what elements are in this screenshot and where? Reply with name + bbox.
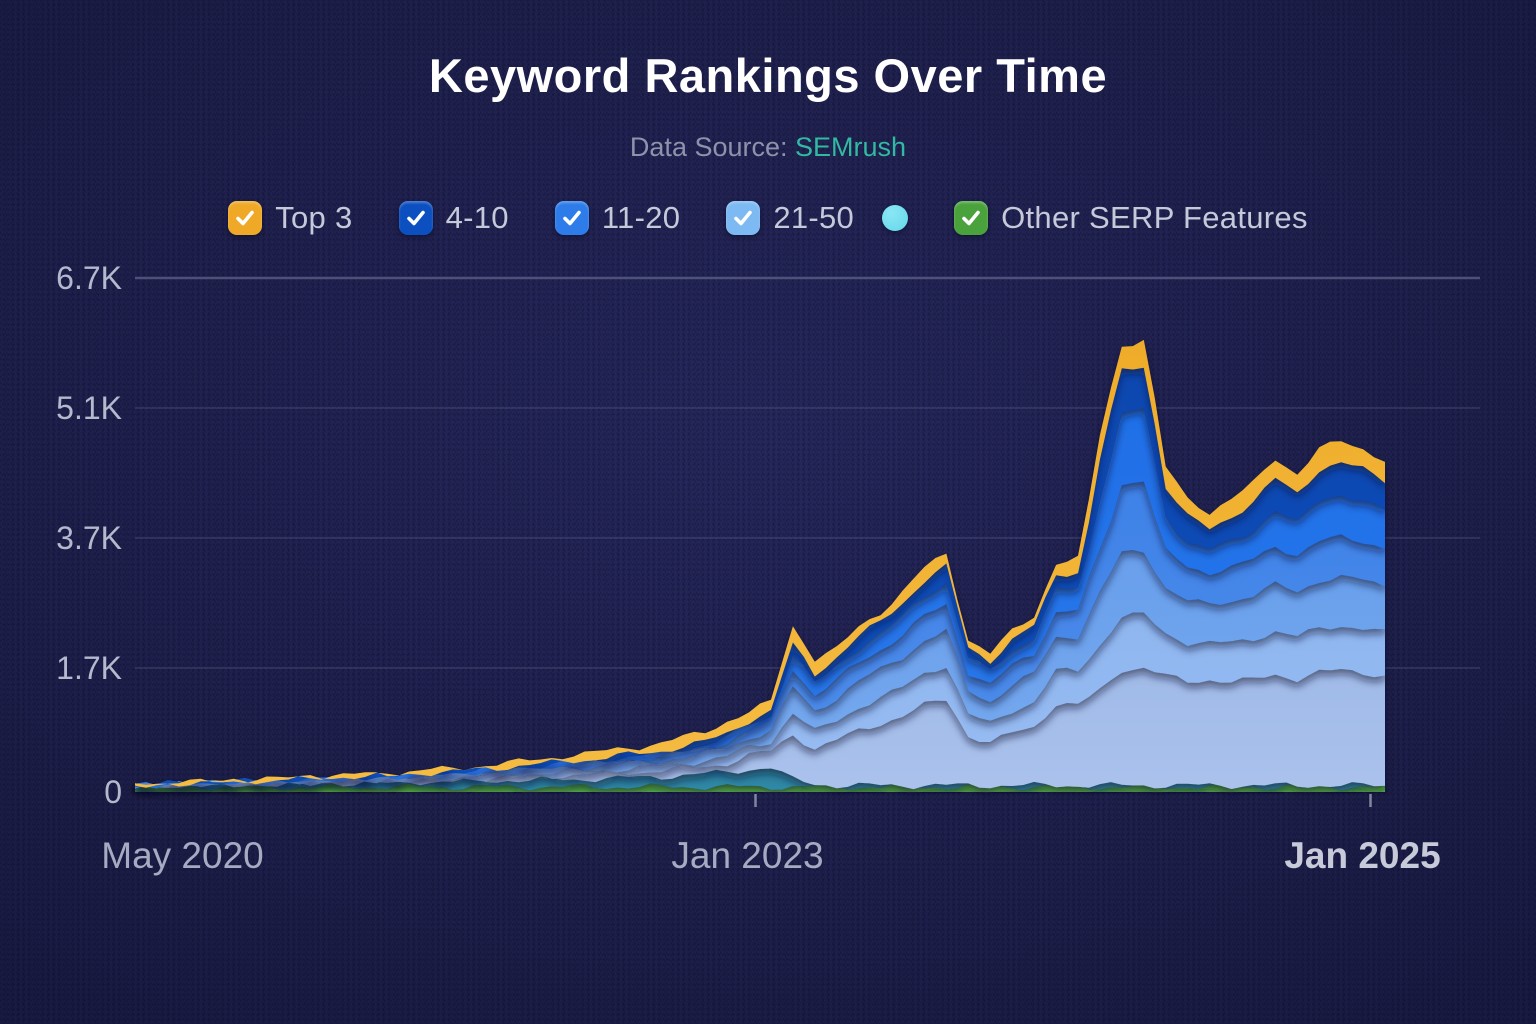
y-axis-tick-label: 3.7K: [56, 520, 122, 556]
x-axis-tick-label: May 2020: [101, 835, 264, 876]
series-band-unlabeled-cyan-series: [135, 768, 1385, 791]
legend-label: Top 3: [275, 200, 353, 235]
series-band-21-50-band-low: [135, 667, 1385, 790]
legend-dot-marker[interactable]: [882, 205, 909, 231]
chart-subtitle: Data Source: SEMrush: [0, 132, 1536, 163]
chart-title: Keyword Rankings Over Time: [428, 49, 1108, 102]
y-axis-tick-label: 5.1K: [56, 390, 122, 426]
legend-item-top-3[interactable]: Top 3: [228, 200, 352, 236]
x-axis-tick-label: Jan 2023: [671, 835, 823, 876]
y-axis-tick-label: 0: [104, 774, 122, 810]
legend-checkbox-icon[interactable]: [954, 201, 989, 235]
series-band-21-50-band-midhigh: [135, 550, 1385, 789]
legend-label: 11-20: [601, 200, 681, 235]
data-source-link[interactable]: SEMrush: [795, 132, 907, 162]
legend: Top 3 4-10 11-20 21-50 Other SERP Features: [0, 200, 1536, 236]
y-axis-tick-label: 6.7K: [56, 260, 122, 296]
legend-checkbox-icon[interactable]: [228, 201, 263, 235]
axis-labels: 0 1.7K 3.7K 5.1K 6.7K May 2020 Jan 2023 Jan 202…: [56, 260, 1441, 876]
area-bands: [135, 339, 1385, 792]
legend-label: 4-10: [445, 200, 509, 235]
x-axis-tick-label: Jan 2025: [1284, 835, 1440, 876]
legend-item-4-10[interactable]: 4-10: [398, 200, 509, 236]
legend-item-other-serp-features[interactable]: Other SERP Features: [954, 200, 1308, 236]
subtitle-prefix: Data Source:: [629, 132, 796, 162]
legend-label: Other SERP Features: [1001, 200, 1308, 235]
legend-item-11-20[interactable]: 11-20: [554, 200, 681, 236]
series-band-21-50-band-high: [135, 481, 1385, 789]
legend-label: 21-50: [773, 200, 855, 235]
legend-item-21-50[interactable]: 21-50: [726, 200, 854, 236]
y-axis-tick-label: 1.7K: [56, 650, 122, 686]
legend-checkbox-icon[interactable]: [726, 201, 761, 235]
legend-checkbox-icon[interactable]: [554, 201, 589, 235]
legend-checkbox-icon[interactable]: [398, 201, 433, 235]
